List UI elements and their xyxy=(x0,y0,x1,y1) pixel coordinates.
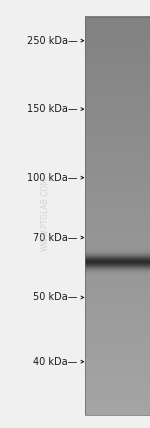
Text: WWW.PTGLAB.COM: WWW.PTGLAB.COM xyxy=(40,177,50,251)
Text: 50 kDa—: 50 kDa— xyxy=(33,292,78,303)
Text: 250 kDa—: 250 kDa— xyxy=(27,36,78,46)
Text: 40 kDa—: 40 kDa— xyxy=(33,357,78,367)
Bar xyxy=(85,17,150,415)
Text: 100 kDa—: 100 kDa— xyxy=(27,172,78,183)
Text: 70 kDa—: 70 kDa— xyxy=(33,232,78,243)
Text: 150 kDa—: 150 kDa— xyxy=(27,104,78,114)
